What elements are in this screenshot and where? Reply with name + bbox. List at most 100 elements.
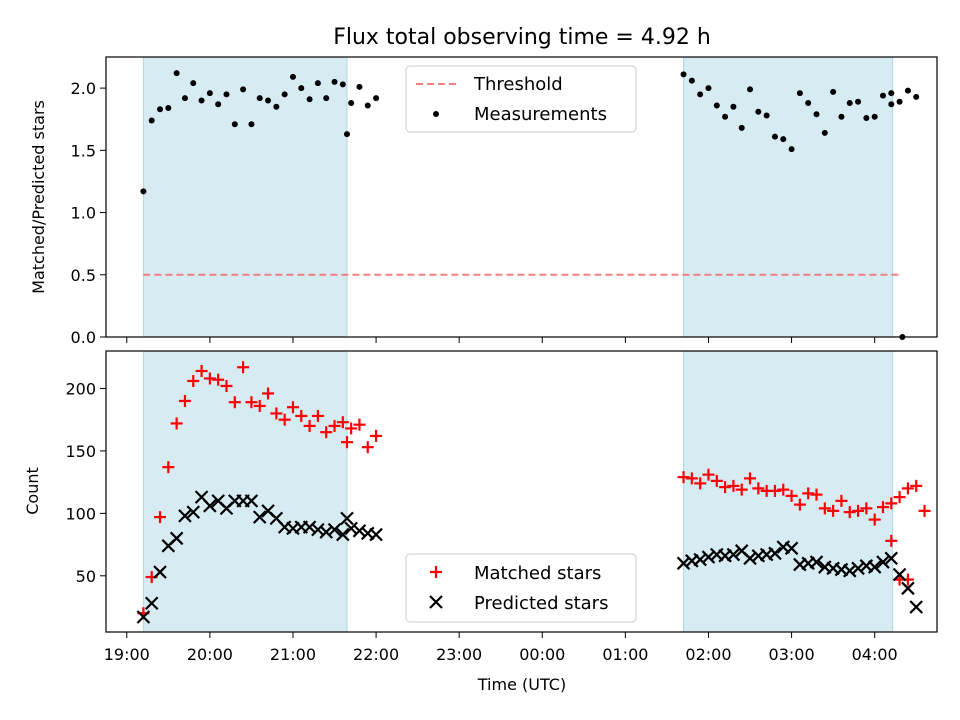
measurement-point [206,90,213,97]
predicted-star-point [178,509,192,523]
matched-star-point [237,361,250,374]
matched-star-point [918,504,931,517]
predicted-star-point [693,552,707,567]
measurement-point [697,91,704,98]
matched-star-point [195,364,208,377]
matched-star-point [777,483,790,496]
count-points [136,361,931,624]
measurement-point [348,100,355,107]
measurement-point [755,108,762,115]
measurement-point [373,95,380,102]
predicted-star-point [327,522,342,537]
matched-star-point [810,488,823,501]
measurement-point [173,70,180,77]
measurement-point [273,103,280,110]
measurements-legend-label: Measurements [474,104,607,125]
matched-star-point [178,394,191,407]
threshold-legend-label: Threshold [473,74,563,95]
predicted-legend-swatch [429,595,443,609]
predicted-star-point [876,555,890,569]
predicted-legend-label: Predicted stars [474,593,608,614]
predicted-star-point [901,581,915,596]
measurement-point [181,95,188,102]
measurement-point [913,93,920,100]
measurement-point [190,80,197,87]
predicted-star-point [186,505,201,519]
matched-star-point [702,468,715,481]
measurement-point [314,80,321,87]
x-tick-label: 03:00 [769,645,815,664]
measurement-point [298,85,305,92]
x-tick-label: 01:00 [602,645,648,664]
bottom-panel: 50 100 150 200 19:00 20:00 21:00 22:00 23:00 00:… [23,350,938,694]
matched-star-point [228,396,241,409]
matched-star-point [852,504,865,517]
matched-star-point [827,504,840,517]
predicted-star-point [302,520,317,534]
matched-star-point [735,483,748,496]
matched-star-point [187,374,200,387]
observing-window-1 [683,350,894,633]
y-tick-label: 50 [76,567,96,586]
x-tick-label: 02:00 [685,645,731,664]
matched-star-point [278,413,291,426]
measurement-point [157,106,164,113]
matched-legend-label: Matched stars [474,563,601,584]
y-tick-label: 1.5 [71,141,96,160]
measurement-point [343,131,350,138]
measurement-point [289,73,296,80]
top-y-axis-label: Matched/Predicted stars [29,100,48,294]
bottom-plot-frame [105,350,938,633]
predicted-star-point [726,547,741,562]
matched-star-point [710,474,723,487]
x-tick-label: 04:00 [852,645,898,664]
observing-window-0 [142,350,348,633]
matched-star-point [768,484,781,497]
matched-star-point [876,501,889,514]
top-plot-frame [105,56,938,338]
predicted-star-point [867,560,882,574]
matched-star-point [910,479,923,492]
measurement-point [771,133,778,140]
measurement-point [705,85,712,92]
matched-star-point [818,502,831,515]
chart-title: Flux total observing time = 4.92 h [333,25,711,50]
matched-star-point [162,461,175,474]
matched-star-point [835,494,848,507]
matched-star-point [270,407,283,420]
measurement-point [331,78,338,85]
y-tick-label: 0.0 [71,328,96,347]
matched-star-point [893,491,906,504]
bottom-x-axis: 19:00 20:00 21:00 22:00 23:00 00:00 01:00 02:00… [104,632,898,664]
matched-star-point [785,489,798,502]
matched-star-point [154,511,167,524]
x-tick-label: 00:00 [519,645,565,664]
measurement-point [722,113,729,120]
matched-star-point [727,479,740,492]
y-tick-label: 0.5 [71,266,96,285]
measurement-point [148,117,155,124]
matched-star-point [245,396,258,409]
matched-star-point [885,534,898,547]
matched-star-point [901,482,914,495]
measurement-point [796,90,803,97]
bottom-legend: Matched stars Predicted stars [405,553,637,623]
matched-star-point [885,497,898,510]
measurement-point [838,113,845,120]
measurement-point [813,111,820,118]
matched-star-point [802,487,815,500]
measurement-point [680,71,687,78]
matched-star-point [340,436,353,449]
top-panel: 0.00.51.01.52.0 Matched/Predicted stars … [29,56,938,347]
matched-star-point [286,401,299,414]
measurements-legend-swatch [433,111,439,117]
bottom-legend-box [405,553,637,623]
y-tick-label: 100 [65,504,96,523]
measurement-point [855,98,862,105]
matched-star-point [328,419,341,432]
measurement-point [281,91,288,98]
matched-star-point [303,419,316,432]
matched-star-point [295,409,308,422]
measurement-point [738,124,745,131]
bottom-observing-windows [142,350,894,633]
